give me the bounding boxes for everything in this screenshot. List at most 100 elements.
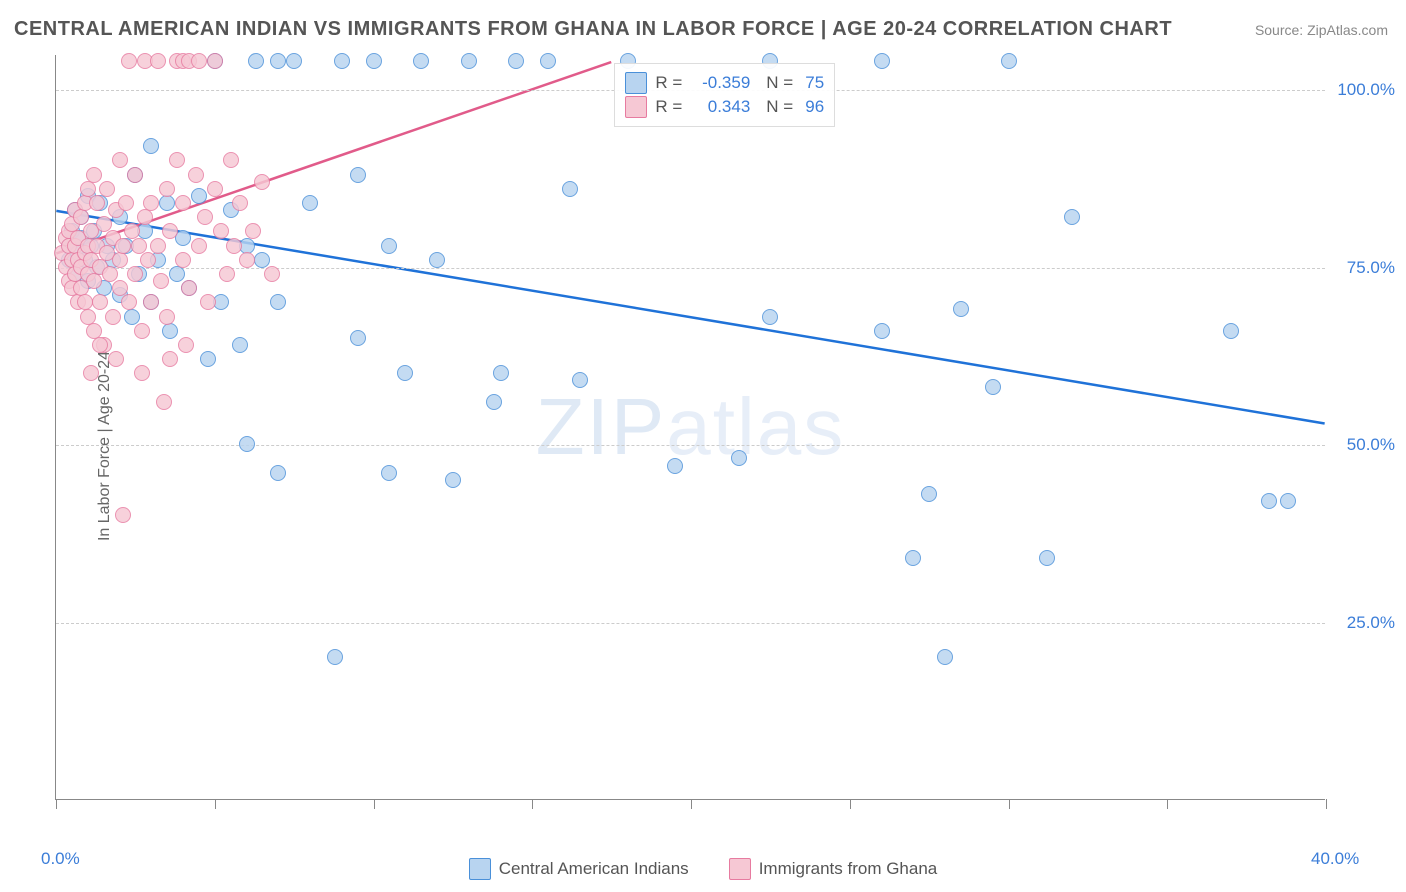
scatter-point-cai: [254, 252, 270, 268]
scatter-point-ghana: [99, 181, 115, 197]
scatter-point-ghana: [127, 266, 143, 282]
legend-r-label: R =: [655, 73, 682, 93]
scatter-point-ghana: [162, 351, 178, 367]
y-tick-label: 75.0%: [1335, 258, 1395, 278]
scatter-point-ghana: [108, 351, 124, 367]
scatter-point-cai: [232, 337, 248, 353]
scatter-point-ghana: [73, 209, 89, 225]
legend-swatch: [625, 96, 647, 118]
scatter-point-cai: [985, 379, 1001, 395]
scatter-point-ghana: [121, 53, 137, 69]
scatter-point-ghana: [207, 181, 223, 197]
legend-r-label: R =: [655, 97, 682, 117]
scatter-point-cai: [572, 372, 588, 388]
scatter-point-ghana: [143, 294, 159, 310]
scatter-point-ghana: [86, 273, 102, 289]
scatter-point-cai: [429, 252, 445, 268]
scatter-point-ghana: [213, 223, 229, 239]
scatter-point-cai: [953, 301, 969, 317]
legend-bottom: Central American IndiansImmigrants from …: [0, 858, 1406, 880]
scatter-point-cai: [921, 486, 937, 502]
scatter-point-ghana: [191, 238, 207, 254]
scatter-point-cai: [762, 309, 778, 325]
scatter-point-ghana: [92, 337, 108, 353]
legend-r-value: -0.359: [690, 73, 750, 93]
legend-item-cai: Central American Indians: [469, 858, 689, 880]
scatter-point-ghana: [112, 252, 128, 268]
scatter-point-ghana: [127, 167, 143, 183]
scatter-point-ghana: [223, 152, 239, 168]
scatter-point-cai: [486, 394, 502, 410]
scatter-point-cai: [508, 53, 524, 69]
scatter-point-cai: [1223, 323, 1239, 339]
scatter-point-ghana: [232, 195, 248, 211]
scatter-point-cai: [143, 138, 159, 154]
scatter-point-cai: [286, 53, 302, 69]
scatter-point-ghana: [112, 152, 128, 168]
scatter-point-cai: [937, 649, 953, 665]
legend-swatch: [625, 72, 647, 94]
scatter-point-ghana: [254, 174, 270, 190]
x-tick: [215, 799, 216, 809]
scatter-point-cai: [270, 465, 286, 481]
scatter-point-ghana: [96, 216, 112, 232]
x-tick: [1326, 799, 1327, 809]
legend-n-label: N =: [766, 97, 793, 117]
scatter-point-ghana: [131, 238, 147, 254]
scatter-point-ghana: [112, 280, 128, 296]
legend-label: Central American Indians: [499, 859, 689, 879]
scatter-point-ghana: [153, 273, 169, 289]
scatter-point-cai: [493, 365, 509, 381]
scatter-point-cai: [169, 266, 185, 282]
x-tick: [532, 799, 533, 809]
scatter-point-ghana: [156, 394, 172, 410]
scatter-point-ghana: [264, 266, 280, 282]
scatter-point-ghana: [105, 309, 121, 325]
scatter-point-cai: [327, 649, 343, 665]
x-tick: [1009, 799, 1010, 809]
scatter-point-cai: [1280, 493, 1296, 509]
scatter-point-ghana: [115, 507, 131, 523]
scatter-point-ghana: [191, 53, 207, 69]
scatter-point-ghana: [121, 294, 137, 310]
legend-r-value: 0.343: [690, 97, 750, 117]
chart-title: CENTRAL AMERICAN INDIAN VS IMMIGRANTS FR…: [14, 18, 1172, 41]
scatter-point-cai: [731, 450, 747, 466]
scatter-point-cai: [239, 436, 255, 452]
scatter-point-cai: [540, 53, 556, 69]
legend-n-label: N =: [766, 73, 793, 93]
scatter-point-cai: [667, 458, 683, 474]
scatter-point-cai: [562, 181, 578, 197]
trend-lines-layer: [56, 55, 1325, 799]
scatter-point-ghana: [207, 53, 223, 69]
scatter-point-ghana: [245, 223, 261, 239]
scatter-point-cai: [162, 323, 178, 339]
scatter-point-cai: [200, 351, 216, 367]
scatter-point-cai: [334, 53, 350, 69]
scatter-point-cai: [874, 53, 890, 69]
scatter-point-ghana: [80, 181, 96, 197]
scatter-point-ghana: [159, 181, 175, 197]
legend-correlation: R =-0.359N =75R =0.343N =96: [614, 63, 835, 127]
plot-area: ZIPatlas 25.0%50.0%75.0%100.0%0.0%40.0%R…: [55, 55, 1325, 800]
gridline: [56, 623, 1325, 624]
scatter-point-cai: [191, 188, 207, 204]
scatter-point-ghana: [143, 195, 159, 211]
scatter-point-ghana: [219, 266, 235, 282]
scatter-point-cai: [1001, 53, 1017, 69]
legend-row-ghana: R = 0.343 N = 96: [625, 96, 824, 118]
scatter-point-cai: [270, 294, 286, 310]
scatter-point-cai: [248, 53, 264, 69]
source-attribution: Source: ZipAtlas.com: [1255, 22, 1388, 38]
scatter-point-cai: [1064, 209, 1080, 225]
scatter-point-ghana: [175, 195, 191, 211]
scatter-point-ghana: [200, 294, 216, 310]
scatter-point-ghana: [197, 209, 213, 225]
scatter-point-cai: [1261, 493, 1277, 509]
scatter-point-ghana: [162, 223, 178, 239]
y-tick-label: 25.0%: [1335, 613, 1395, 633]
legend-n-value: 96: [805, 97, 824, 117]
x-tick: [850, 799, 851, 809]
scatter-point-ghana: [89, 195, 105, 211]
scatter-point-ghana: [175, 252, 191, 268]
